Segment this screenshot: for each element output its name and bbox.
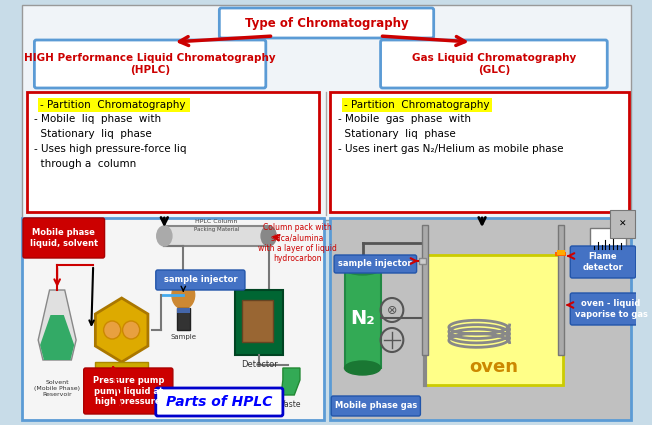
Circle shape [123,321,140,339]
Bar [419,258,426,264]
Text: Pressure pump
pump liquid at
high pressure: Pressure pump pump liquid at high pressu… [93,376,164,406]
Text: Column pack with
silica/alumina
with a layer of liquid
hydrocarbon: Column pack with silica/alumina with a l… [258,223,336,263]
Text: through a  column: through a column [35,159,137,169]
Text: Stationary  liq  phase: Stationary liq phase [338,129,456,139]
Bar [331,218,631,420]
Polygon shape [40,315,74,360]
Ellipse shape [261,226,276,246]
FancyBboxPatch shape [334,255,417,273]
Bar [425,255,563,385]
Text: Detector: Detector [241,360,278,369]
Text: Sample: Sample [170,334,196,340]
Bar [422,225,428,355]
FancyBboxPatch shape [35,40,266,88]
FancyBboxPatch shape [83,368,173,414]
Text: oven - liquid
vaporise to gas: oven - liquid vaporise to gas [574,299,647,319]
Text: - Uses high pressure-force liq: - Uses high pressure-force liq [35,144,187,154]
Ellipse shape [344,361,381,375]
Circle shape [104,321,121,339]
Text: - Mobile  liq  phase  with: - Mobile liq phase with [35,114,162,124]
Ellipse shape [172,281,195,309]
Text: Parts of HPLC: Parts of HPLC [166,395,273,409]
Bar [242,300,273,342]
Text: ⊗: ⊗ [387,303,397,317]
Bar [342,98,492,112]
FancyBboxPatch shape [219,8,434,38]
Ellipse shape [156,226,172,246]
Bar [344,268,381,368]
Text: oven: oven [469,358,518,376]
Text: sample injector: sample injector [338,260,411,269]
Text: Gas Liquid Chromatography
(GLC): Gas Liquid Chromatography (GLC) [412,53,576,75]
Text: - Partition  Chromatography: - Partition Chromatography [40,100,186,110]
FancyBboxPatch shape [156,270,245,290]
Bar [555,252,567,256]
Text: Packing Material: Packing Material [194,227,239,232]
Text: Waste: Waste [278,400,301,409]
FancyBboxPatch shape [23,218,104,258]
FancyBboxPatch shape [570,246,636,278]
Text: N₂: N₂ [350,309,375,328]
Polygon shape [38,290,76,360]
Bar [22,218,323,420]
Text: Flame
detector: Flame detector [582,252,623,272]
Bar [331,92,629,212]
Bar [22,5,631,220]
Polygon shape [95,298,148,362]
Text: Solvent
(Mobile Phase)
Reservoir: Solvent (Mobile Phase) Reservoir [34,380,80,397]
Text: HPLC Column: HPLC Column [196,219,238,224]
Bar [164,226,269,246]
Text: Type of Chromatography: Type of Chromatography [244,17,408,29]
Ellipse shape [344,261,381,275]
Bar [95,362,148,372]
FancyBboxPatch shape [570,293,652,325]
Bar [590,228,626,250]
Bar [235,290,283,355]
Bar [38,98,190,112]
Text: Mobile phase gas: Mobile phase gas [334,402,417,411]
FancyBboxPatch shape [156,388,283,416]
Text: ✕: ✕ [619,219,626,229]
Bar [177,308,190,330]
Text: Stationary  liq  phase: Stationary liq phase [35,129,152,139]
Bar [27,92,319,212]
Polygon shape [281,368,300,395]
Text: HIGH Performance Liquid Chromatography
(HPLC): HIGH Performance Liquid Chromatography (… [24,53,276,75]
Text: - Partition  Chromatography: - Partition Chromatography [344,100,489,110]
Bar [558,225,563,355]
Bar [557,250,565,255]
Bar [177,308,190,313]
Text: sample injector: sample injector [164,275,237,284]
FancyBboxPatch shape [331,396,421,416]
Text: - Uses inert gas N₂/Helium as mobile phase: - Uses inert gas N₂/Helium as mobile pha… [338,144,563,154]
Text: Mobile phase
liquid, solvent: Mobile phase liquid, solvent [30,228,98,248]
Text: - Mobile  gas  phase  with: - Mobile gas phase with [338,114,471,124]
FancyBboxPatch shape [381,40,607,88]
